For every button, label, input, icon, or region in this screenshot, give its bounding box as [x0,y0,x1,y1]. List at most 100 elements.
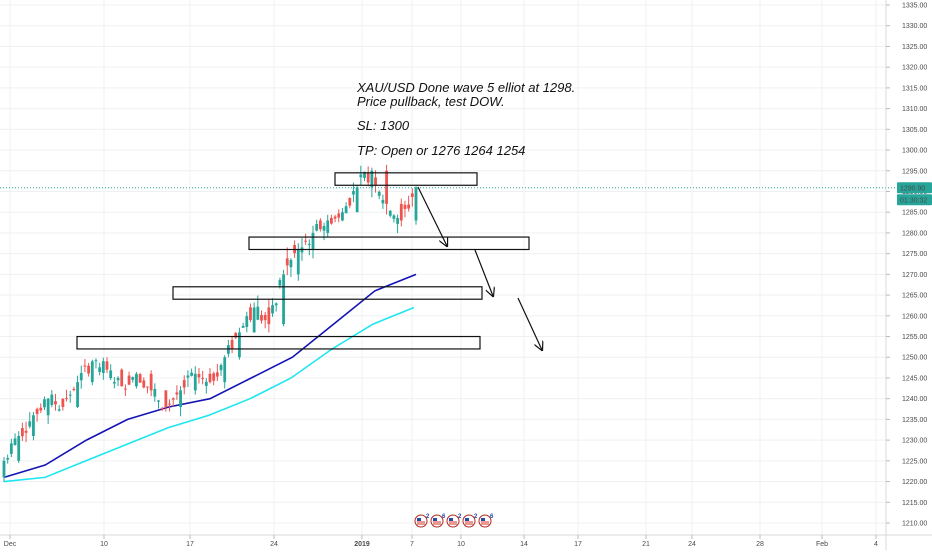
price-tick-label: 1330.00 [902,23,927,30]
candle [256,306,260,320]
candle [179,390,182,407]
event-count-label: 6 [442,514,446,520]
candle [83,365,87,367]
candle [57,409,61,411]
event-icon-group[interactable]: 6 [430,514,446,528]
arrows[interactable] [417,186,542,350]
candle [274,303,278,306]
price-zone-rect[interactable] [76,335,481,350]
candle [249,307,252,321]
candle [39,407,43,411]
candle [76,382,79,407]
candle [238,332,241,358]
candle [54,401,57,405]
event-icon-group[interactable]: 2 [414,514,430,528]
price-zone-rect[interactable] [172,286,483,300]
price-tick-label: 1245.00 [902,375,927,382]
candle [392,215,396,219]
candle [241,326,245,328]
candle [149,373,153,391]
candle [168,403,171,405]
candle [245,316,249,327]
event-icon-group[interactable]: 2 [462,514,478,528]
candle [50,394,54,405]
candle [201,377,205,379]
price-tick-label: 1230.00 [902,438,927,445]
candle [315,224,319,231]
candle [24,430,28,433]
candle [396,217,400,224]
time-tick-label: 28 [756,541,764,548]
candle [278,280,282,286]
candle [35,408,39,414]
candle [263,314,267,321]
candle [87,365,91,374]
price-tick-label: 1255.00 [902,334,927,341]
candle [307,243,311,245]
candle [127,375,131,385]
event-icon-group[interactable]: 2 [446,514,462,528]
candle [403,204,407,209]
candle [72,389,76,391]
candle [46,398,50,416]
candle [407,204,411,209]
price-badge-timer: 01:30:32 [900,197,927,204]
price-zones[interactable] [76,172,530,350]
event-icon-group[interactable]: 6 [478,514,494,528]
candle [219,365,223,371]
candle [175,392,179,395]
price-tick-label: 1270.00 [902,272,927,279]
price-zone-rect[interactable] [248,236,530,251]
candle [123,388,127,390]
trend-arrow[interactable] [474,249,493,296]
candle [193,373,197,391]
candle [116,377,120,381]
candle [212,373,216,381]
candle [223,357,227,383]
price-tick-label: 1320.00 [902,65,927,72]
candle [98,367,102,372]
price-tick-label: 1335.00 [902,3,927,10]
price-tick-label: 1235.00 [902,417,927,424]
price-zone-rect[interactable] [334,172,478,186]
candle [414,187,418,221]
price-axis[interactable]: 1210.00 1215.00 1220.00 1225.00 1230.00 1235.… [885,0,927,550]
time-tick-label: 10 [457,541,465,548]
flag-canton [433,518,437,521]
candle [289,259,293,268]
candle [160,408,164,410]
candle [171,398,175,400]
time-axis[interactable]: Dec 10 17 24 2019 7 10 14 17 21 24 28 Feb 4 [0,534,932,548]
candle [381,199,385,204]
trend-arrow[interactable] [417,186,447,246]
candle [90,361,94,383]
time-tick-label: 17 [574,541,582,548]
candle [234,332,238,338]
price-tick-label: 1265.00 [902,293,927,300]
candle [271,305,274,314]
price-badge-box [897,182,932,194]
candle [43,399,46,408]
annotation-text[interactable]: XAU/USD Done wave 5 elliot at 1298. Pric… [356,80,575,158]
candle [285,258,289,266]
price-tick-label: 1220.00 [902,479,927,486]
candle [311,232,315,250]
economic-events[interactable]: 2 6 2 2 6 [414,514,494,528]
moving-averages [3,273,417,483]
event-count-label: 6 [490,514,494,520]
candle [260,314,263,321]
flag-canton [449,518,453,521]
candle [112,381,116,384]
price-tick-label: 1305.00 [902,127,927,134]
time-tick-label: 4 [874,541,878,548]
candle [322,225,326,231]
candle [109,370,113,379]
time-tick-label: 24 [688,541,696,548]
candle [146,386,149,388]
candle [65,398,68,400]
event-count-label: 2 [474,514,478,520]
trend-arrow[interactable] [517,297,542,350]
candle [186,375,190,378]
